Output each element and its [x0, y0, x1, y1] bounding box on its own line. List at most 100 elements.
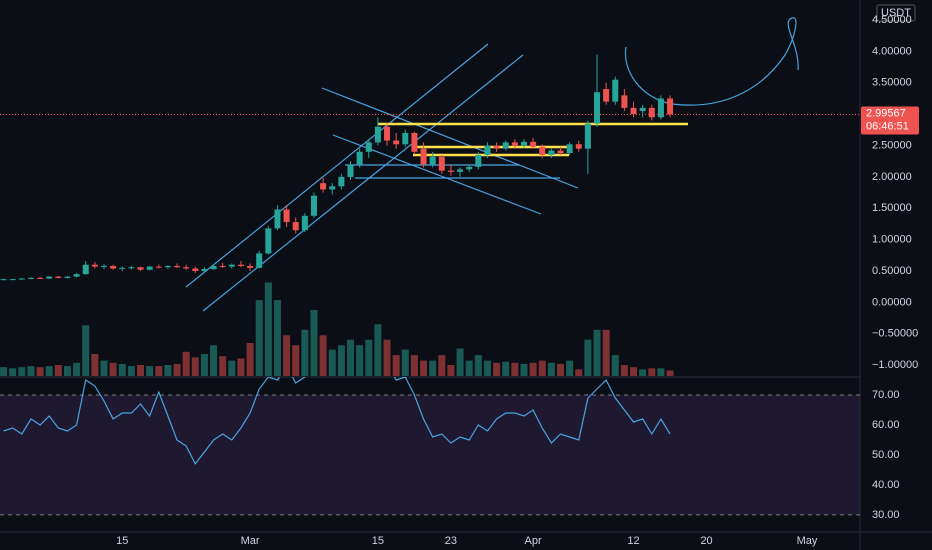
- volume-bar: [657, 368, 665, 376]
- volume-bar: [447, 365, 455, 376]
- rsi-line: [3, 377, 671, 466]
- volume-bar: [237, 358, 245, 376]
- candle-body: [584, 123, 591, 149]
- y-tick-label: 0.50000: [872, 265, 912, 277]
- candle-body: [256, 253, 263, 268]
- drawings: [185, 17, 799, 312]
- candle-body: [502, 142, 509, 149]
- volume-bar: [219, 356, 227, 376]
- candle-body: [566, 144, 573, 154]
- volume-bar: [200, 354, 208, 376]
- candle-body: [466, 166, 473, 170]
- volume-bar: [511, 362, 519, 376]
- volume-bar: [556, 363, 564, 376]
- candle-body: [155, 266, 162, 268]
- volume-bar: [456, 348, 464, 376]
- candle-body: [475, 154, 482, 167]
- candle-body: [274, 209, 281, 229]
- y-tick-label: −1.00000: [872, 359, 918, 371]
- trend-line: [202, 54, 524, 312]
- countdown-label: 06:46:51: [866, 120, 909, 132]
- rsi-tick-label: 30.00: [872, 509, 900, 521]
- candle-body: [447, 170, 454, 172]
- y-tick-label: 2.00000: [872, 171, 912, 183]
- volume-bar: [666, 370, 674, 376]
- volume-bar: [182, 351, 190, 376]
- volume-bar: [630, 367, 638, 376]
- volume-bar: [648, 368, 656, 376]
- volume-bar: [566, 360, 574, 376]
- volume-bar: [155, 366, 163, 376]
- candle-body: [292, 222, 299, 231]
- volume-bar: [420, 360, 428, 376]
- candle-body: [18, 278, 25, 280]
- volume-bar: [173, 363, 181, 376]
- candle-layer: [0, 54, 674, 281]
- x-tick-label: 15: [372, 535, 384, 547]
- candle-body: [9, 279, 16, 281]
- y-tick-label: 1.00000: [872, 234, 912, 246]
- rsi-tick-label: 70.00: [872, 389, 900, 401]
- candle-body: [594, 92, 601, 124]
- candle-body: [27, 277, 34, 279]
- candle-body: [265, 228, 272, 254]
- x-tick-label: Mar: [241, 535, 260, 547]
- candle-body: [37, 277, 44, 279]
- volume-bar: [502, 361, 510, 376]
- volume-bar: [63, 366, 71, 376]
- volume-bar: [429, 360, 437, 376]
- candle-body: [630, 107, 637, 115]
- candle-body: [301, 215, 308, 231]
- volume-bar: [465, 360, 473, 376]
- x-tick-label: May: [797, 535, 818, 547]
- candle-body: [384, 126, 391, 141]
- candle-body: [128, 267, 135, 269]
- volume-bar: [319, 335, 327, 376]
- volume-bar: [54, 365, 62, 376]
- candle-body: [411, 132, 418, 152]
- candle-body: [667, 98, 674, 115]
- volume-bar: [36, 367, 44, 376]
- candle-body: [91, 264, 98, 267]
- currency: USDT: [881, 7, 911, 19]
- volume-bar: [575, 369, 583, 376]
- candle-body: [548, 150, 555, 155]
- volume-bar: [639, 369, 647, 376]
- candle-body: [347, 164, 354, 177]
- candle-body: [320, 183, 327, 190]
- volume-bar: [337, 345, 345, 376]
- candle-body: [338, 176, 345, 187]
- volume-bar: [620, 365, 628, 376]
- candle-body: [137, 267, 144, 270]
- volume-bar: [91, 354, 99, 376]
- candle-body: [183, 267, 190, 269]
- volume-bar: [474, 355, 482, 376]
- y-tick-label: 2.50000: [872, 139, 912, 151]
- x-tick-label: 23: [445, 535, 457, 547]
- volume-bar: [529, 362, 537, 376]
- volume-bar: [45, 366, 53, 376]
- volume-bar: [118, 363, 126, 376]
- currency-box: [876, 4, 916, 22]
- volume-bar: [593, 329, 601, 376]
- volume-bar: [538, 360, 546, 376]
- volume-bar: [164, 365, 172, 376]
- candle-body: [575, 144, 582, 149]
- candle-body: [146, 266, 153, 270]
- volume-bar: [82, 325, 90, 376]
- volume-bar: [0, 367, 8, 376]
- candle-body: [73, 274, 80, 277]
- rsi-tick-label: 40.00: [872, 479, 900, 491]
- candle-body: [530, 141, 537, 147]
- candle-body: [356, 151, 363, 165]
- x-tick-label: 15: [116, 535, 128, 547]
- volume-bar: [137, 365, 145, 376]
- x-tick-label: 20: [700, 535, 712, 547]
- candle-body: [603, 89, 610, 102]
- x-tick-label: 12: [627, 535, 639, 547]
- candle-body: [438, 156, 445, 171]
- candle-body: [429, 156, 436, 165]
- candle-body: [557, 150, 564, 154]
